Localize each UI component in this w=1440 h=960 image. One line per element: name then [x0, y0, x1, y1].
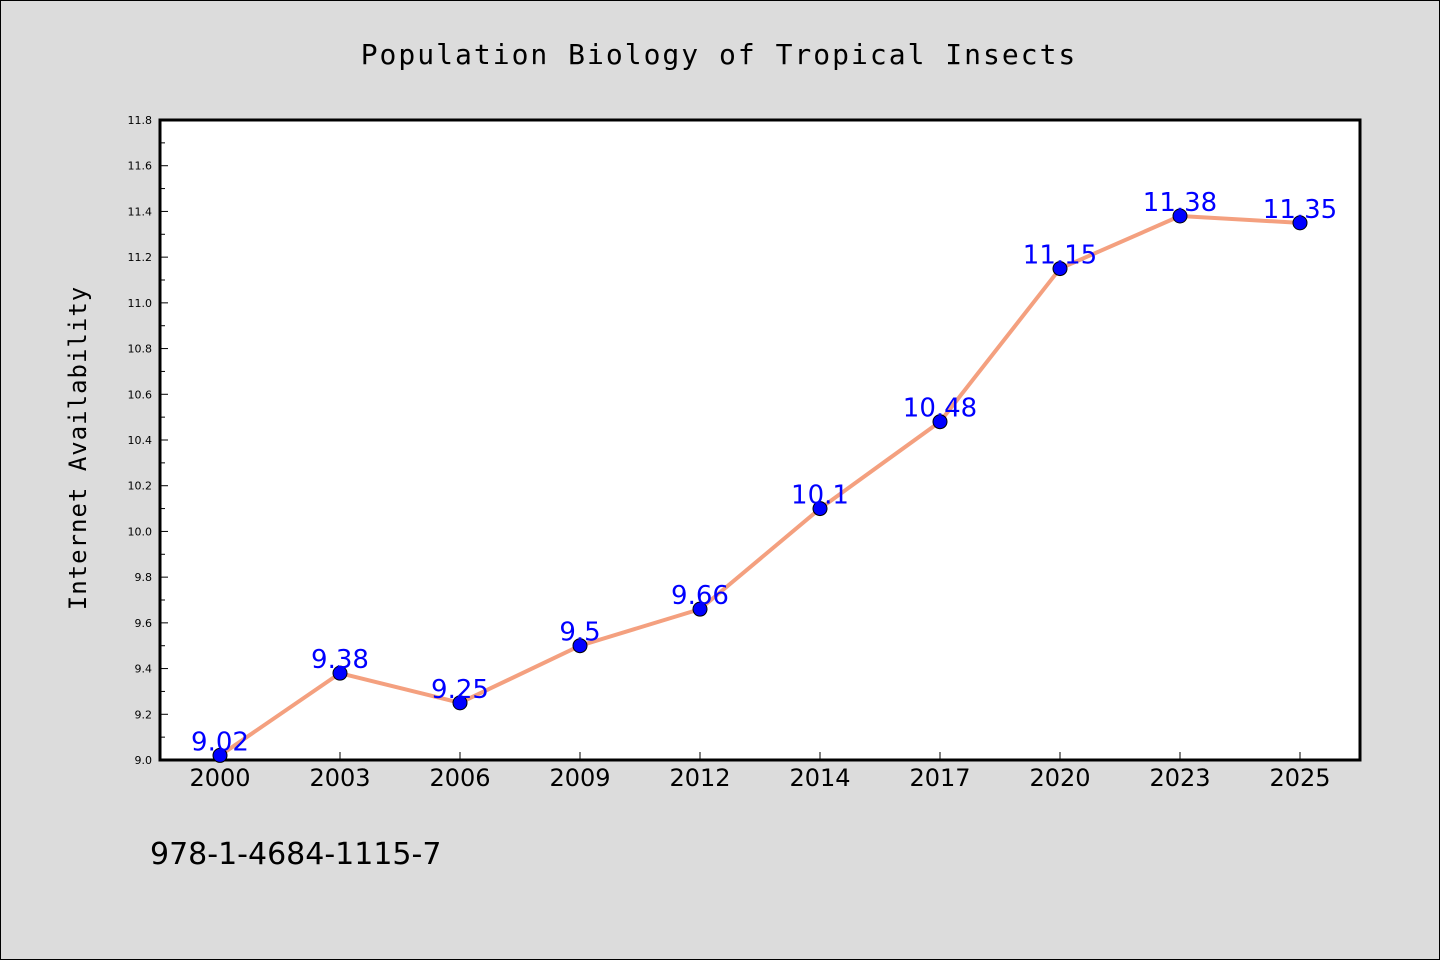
x-tick-label: 2014 — [789, 764, 850, 792]
isbn-footer: 978-1-4684-1115-7 — [150, 837, 441, 872]
y-tick-label: 10.2 — [128, 480, 153, 493]
y-axis: 9.0 9.2 9.4 9.6 9.8 10.0 10.2 10.4 10.6 10.8 11.0 1… — [128, 114, 168, 767]
data-labels-group: 9.02 9.38 9.25 9.5 9.66 10.1 10.48 11.15 11.38 11… — [191, 188, 1337, 757]
data-point-marker — [1172, 208, 1188, 224]
y-tick-label: 10.4 — [128, 434, 153, 447]
y-tick-label: 9.8 — [135, 571, 153, 584]
data-label: 9.66 — [671, 581, 729, 611]
markers-group — [212, 208, 1308, 763]
x-tick-label: 2006 — [429, 764, 490, 792]
y-tick-label: 11.4 — [128, 205, 153, 218]
y-tick-label: 11.0 — [128, 297, 153, 310]
data-label: 10.1 — [791, 481, 849, 511]
data-label: 9.02 — [191, 727, 249, 757]
data-label: 11.15 — [1023, 241, 1097, 271]
x-tick-label: 2012 — [669, 764, 730, 792]
chart-title: Population Biology of Tropical Insects — [361, 38, 1078, 71]
y-tick-label: 11.2 — [128, 251, 153, 264]
y-tick-label: 9.4 — [135, 663, 153, 676]
data-point-marker — [332, 665, 348, 681]
y-tick-label: 9.0 — [135, 754, 153, 767]
y-tick-label: 10.8 — [128, 343, 153, 356]
y-tick-label: 9.6 — [135, 617, 153, 630]
y-tick-label: 11.6 — [128, 160, 153, 173]
x-tick-label: 2023 — [1149, 764, 1210, 792]
y-tick-label: 10.6 — [128, 388, 153, 401]
y-tick-label: 11.8 — [128, 114, 153, 127]
data-label: 9.38 — [311, 645, 369, 675]
y-tick-label: 9.2 — [135, 708, 153, 721]
data-point-marker — [1052, 261, 1068, 277]
data-point-marker — [452, 695, 468, 711]
x-tick-label: 2003 — [309, 764, 370, 792]
data-label: 9.25 — [431, 675, 489, 705]
data-point-marker — [932, 414, 948, 430]
x-tick-label: 2017 — [909, 764, 970, 792]
y-tick-label: 10.0 — [128, 525, 153, 538]
data-label: 11.38 — [1143, 188, 1217, 218]
data-label: 11.35 — [1263, 195, 1337, 225]
data-point-marker — [572, 638, 588, 654]
data-point-marker — [812, 501, 828, 517]
data-label: 10.48 — [903, 394, 977, 424]
x-tick-label: 2000 — [189, 764, 250, 792]
series-line — [218, 214, 1302, 758]
x-tick-label: 2025 — [1269, 764, 1330, 792]
x-tick-label: 2009 — [549, 764, 610, 792]
x-tick-label: 2020 — [1029, 764, 1090, 792]
data-label: 9.5 — [559, 618, 600, 648]
data-point-marker — [1292, 215, 1308, 231]
data-point-marker — [212, 747, 228, 763]
y-axis-label: Internet Availability — [64, 286, 92, 610]
data-point-marker — [692, 601, 708, 617]
series-line-group — [218, 214, 1302, 758]
x-axis: 2000 2003 2006 2009 2012 2014 2017 2020 2023 2025 — [189, 752, 1331, 792]
